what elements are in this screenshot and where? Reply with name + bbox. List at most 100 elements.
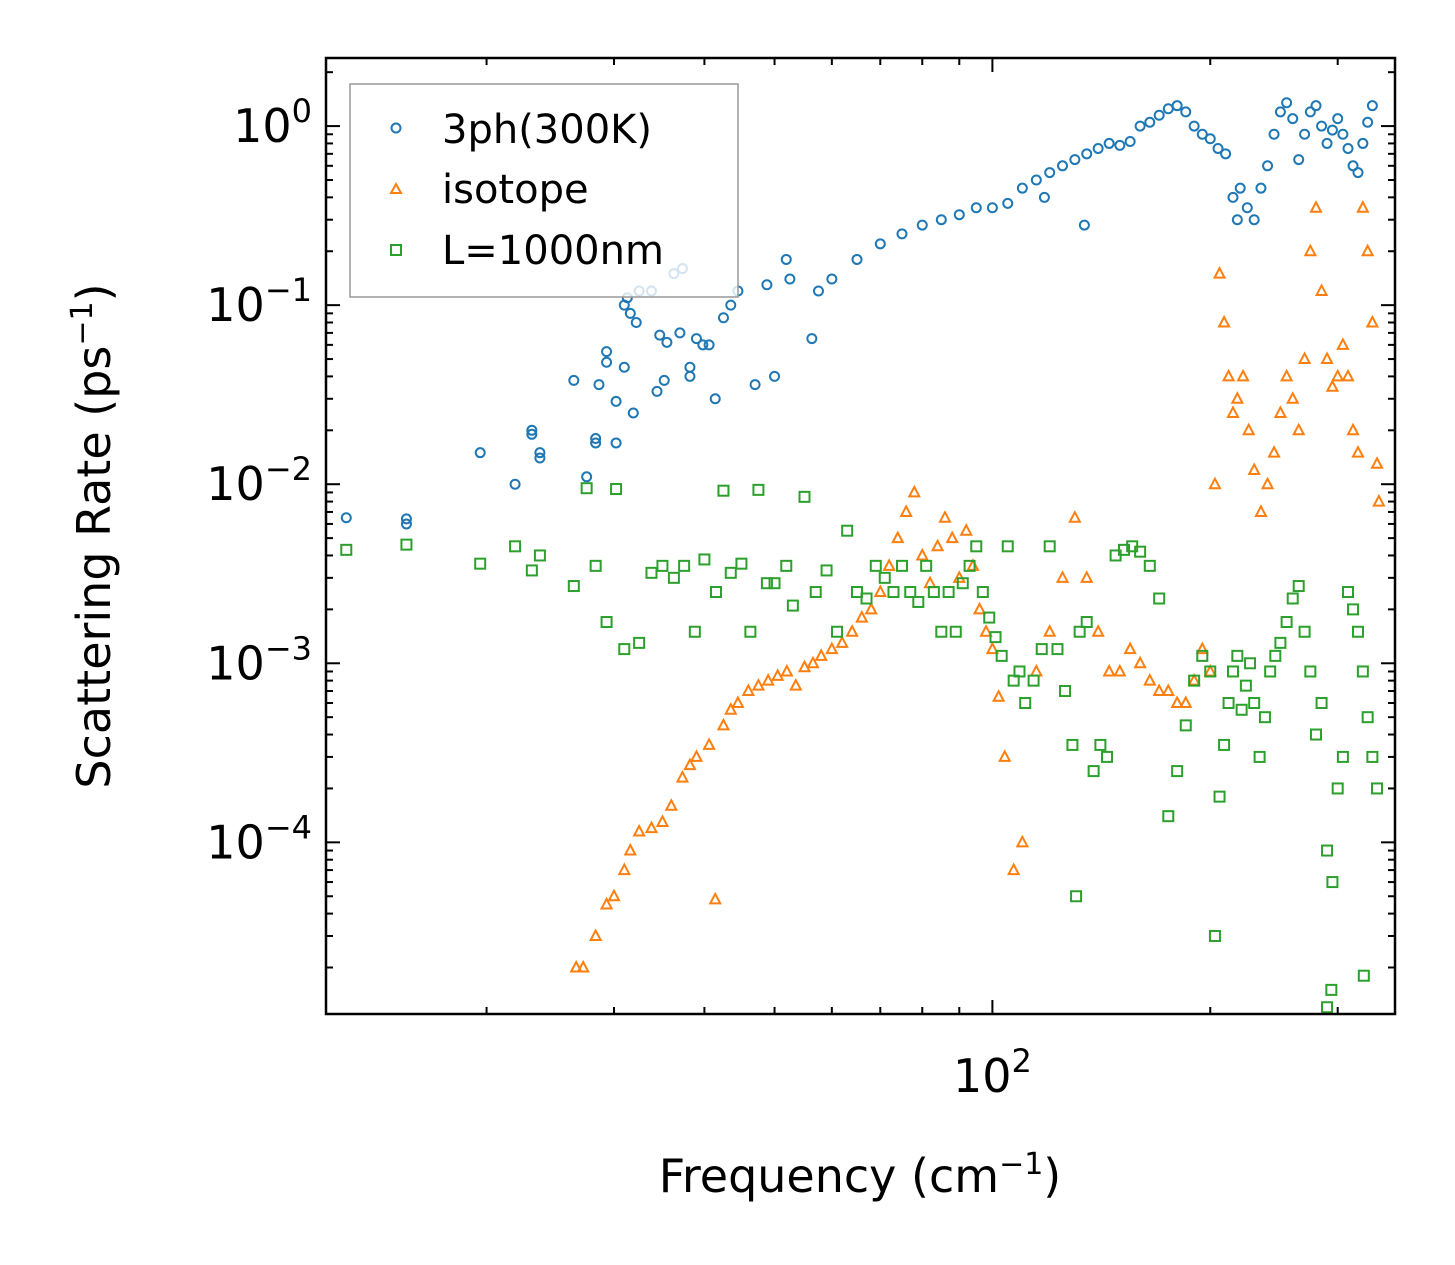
data-point-circle	[725, 299, 737, 311]
data-point-square	[752, 483, 765, 496]
data-point-triangle	[972, 601, 987, 615]
data-point-square	[1264, 665, 1277, 678]
data-point-triangle	[1195, 641, 1209, 655]
data-point-circle	[784, 273, 796, 285]
data-point-triangle	[716, 717, 731, 731]
data-point-square	[567, 580, 580, 593]
data-point-circle	[1342, 142, 1354, 154]
data-point-triangle	[1133, 655, 1147, 669]
y-tick-label-base: 10	[206, 457, 265, 511]
data-point-triangle	[569, 959, 583, 973]
data-point-square	[976, 586, 989, 599]
data-point-triangle	[1303, 243, 1318, 257]
data-point-square	[1248, 697, 1261, 710]
data-point-circle	[618, 361, 630, 373]
data-point-circle	[874, 238, 886, 250]
data-point-square	[724, 566, 737, 579]
data-point-square	[667, 571, 680, 584]
data-point-circle	[709, 393, 721, 405]
y-tick-label: 10−4	[206, 808, 312, 869]
data-point-square	[1292, 580, 1305, 593]
data-point-circle	[610, 437, 622, 449]
data-point-triangle	[845, 624, 859, 637]
data-point-triangle	[1152, 683, 1166, 697]
data-point-circle	[630, 317, 642, 329]
data-point-square	[768, 577, 781, 590]
data-point-circle	[717, 312, 729, 324]
data-point-circle	[1281, 97, 1293, 109]
data-point-circle	[1038, 191, 1050, 203]
data-point-square	[1070, 890, 1083, 903]
data-point-circle	[1248, 214, 1260, 226]
data-point-triangle	[724, 702, 738, 715]
data-point-circle	[1310, 100, 1322, 112]
data-point-square	[744, 625, 757, 638]
data-point-square	[1280, 616, 1293, 629]
data-point-square	[580, 482, 593, 495]
data-point-circle	[806, 333, 818, 345]
data-point-square	[1269, 649, 1282, 662]
data-point-circle	[826, 273, 838, 285]
data-point-circle	[935, 214, 947, 226]
data-point-square	[1310, 728, 1323, 741]
data-point-square	[1101, 750, 1114, 763]
data-point-square	[989, 631, 1002, 644]
data-point-square	[1013, 665, 1026, 678]
data-point-triangle	[959, 523, 973, 536]
data-point-triangle	[985, 641, 1000, 655]
data-point-triangle	[1351, 445, 1365, 458]
data-point-circle	[568, 374, 580, 386]
data-point-triangle	[864, 601, 878, 615]
data-point-circle	[534, 447, 546, 459]
data-point-circle	[970, 202, 982, 214]
data-point-circle	[624, 307, 636, 319]
legend-marker-isotope	[389, 181, 403, 194]
data-point-square	[1231, 649, 1244, 662]
series-3	[340, 482, 1384, 1014]
data-point-circle	[1114, 139, 1126, 151]
data-point-circle	[1268, 128, 1280, 140]
y-tick-label-exponent: −3	[265, 629, 312, 667]
x-axis-label-end: )	[1043, 1149, 1061, 1203]
data-point-square	[656, 559, 669, 572]
data-point-square	[735, 557, 748, 570]
data-point-circle	[526, 428, 538, 440]
data-point-square	[1253, 750, 1266, 763]
data-point-square	[1366, 750, 1379, 763]
data-point-square	[1134, 545, 1147, 558]
data-point-triangle	[891, 530, 905, 544]
data-point-square	[1361, 711, 1374, 724]
data-point-circle	[684, 370, 696, 382]
data-point-triangle	[1325, 379, 1340, 392]
data-point-triangle	[873, 584, 887, 598]
data-point-triangle	[907, 484, 921, 498]
y-tick-label-exponent: −1	[265, 271, 312, 309]
data-point-circle	[1352, 167, 1364, 179]
data-point-square	[1331, 782, 1344, 795]
data-point-triangle	[1279, 368, 1294, 382]
data-point-triangle	[780, 663, 794, 677]
data-point-square	[1315, 697, 1328, 710]
y-tick-label-base: 10	[206, 278, 265, 332]
data-point-circle	[1057, 160, 1069, 172]
data-point-square	[1357, 969, 1370, 982]
data-point-circle	[1241, 202, 1253, 214]
data-point-triangle	[1372, 493, 1386, 507]
data-point-circle	[1357, 137, 1369, 149]
data-point-square	[1371, 782, 1384, 795]
data-point-square	[1179, 719, 1192, 732]
y-tick-label-base: 10	[206, 815, 265, 869]
data-point-circle	[1212, 142, 1224, 154]
data-point-square	[1342, 586, 1355, 599]
x-axis-label: Frequency (cm−1)	[659, 1147, 1062, 1203]
data-point-square	[942, 586, 955, 599]
data-point-triangle	[1226, 405, 1240, 418]
data-point-circle	[1231, 214, 1243, 226]
y-tick-label: 10−3	[206, 629, 312, 690]
data-point-triangle	[1143, 672, 1157, 686]
data-point-triangle	[617, 862, 631, 876]
data-point-triangle	[952, 570, 966, 583]
data-point-triangle	[741, 683, 755, 697]
data-point-square	[912, 595, 925, 608]
data-point-circle	[1196, 128, 1208, 140]
